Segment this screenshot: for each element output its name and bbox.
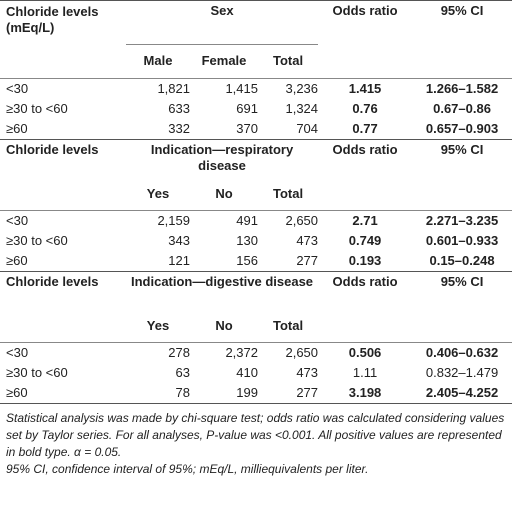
ci-header: 95% CI [412, 139, 512, 178]
subheader-col-2: No [215, 318, 233, 333]
section-1-header: Chloride levels (mEq/L) Sex Odds ratio 9… [0, 0, 512, 44]
results-table: Chloride levels (mEq/L) Sex Odds ratio 9… [0, 0, 512, 404]
ci-header: 95% CI [412, 0, 512, 44]
table-row: ≥60 78 199 277 3.198 2.405–4.252 [0, 383, 512, 404]
group-header: Sex [126, 0, 319, 44]
group-header: Indication—digestive disease [126, 271, 319, 310]
col-chloride-header: Chloride levels (mEq/L) [0, 0, 126, 44]
subheader-col-3: Total [258, 43, 319, 79]
subheader-col-3: Total [272, 186, 304, 201]
odds-ratio-header: Odds ratio [318, 0, 413, 44]
col-chloride-header: Chloride levels [0, 139, 126, 178]
table-row: <30 278 2,372 2,650 0.506 0.406–0.632 [0, 342, 512, 363]
footnote-statistics: Statistical analysis was made by chi-squ… [6, 411, 505, 459]
subheader-col-1: Yes [146, 318, 170, 333]
subheader-col-3: Total [272, 318, 304, 333]
table-row: ≥60 332 370 704 0.77 0.657–0.903 [6, 121, 499, 136]
group-header: Indication—respiratory disease [126, 139, 319, 178]
odds-ratio-header: Odds ratio [318, 271, 413, 310]
section-3-header: Chloride levels Indication—digestive dis… [0, 271, 512, 310]
ci-header: 95% CI [412, 271, 512, 310]
section-1-subheader: Male Female Total [0, 43, 512, 79]
odds-ratio-header: Odds ratio [318, 139, 413, 178]
table-footnotes: Statistical analysis was made by chi-squ… [0, 404, 512, 478]
subheader-col-1: Male [126, 43, 190, 79]
table-row: ≥30 to <60 633 691 1,324 0.76 0.67–0.86 [6, 101, 491, 116]
subheader-col-2: No [215, 186, 233, 201]
subheader-col-2: Female [190, 43, 258, 79]
table-row: ≥30 to <60 343 130 473 0.749 0.601–0.933 [6, 233, 499, 248]
section-2-header: Chloride levels Indication—respiratory d… [0, 139, 512, 178]
footnote-abbreviations: 95% CI, confidence interval of 95%; mEq/… [6, 462, 369, 476]
section-2-subheader: Yes No Total [0, 178, 512, 211]
table-row: ≥60 121 156 277 0.193 0.15–0.248 [6, 253, 495, 268]
table-row: <30 2,159 491 2,650 2.71 2.271–3.235 [0, 210, 512, 231]
section-3-subheader: Yes No Total [0, 310, 512, 343]
table-row: <30 1,821 1,415 3,236 1.415 1.266–1.582 [0, 78, 512, 99]
col-chloride-header: Chloride levels [0, 271, 126, 310]
subheader-col-1: Yes [146, 186, 170, 201]
table-row: ≥30 to <60 63 410 473 1.11 0.832–1.479 [6, 365, 499, 380]
